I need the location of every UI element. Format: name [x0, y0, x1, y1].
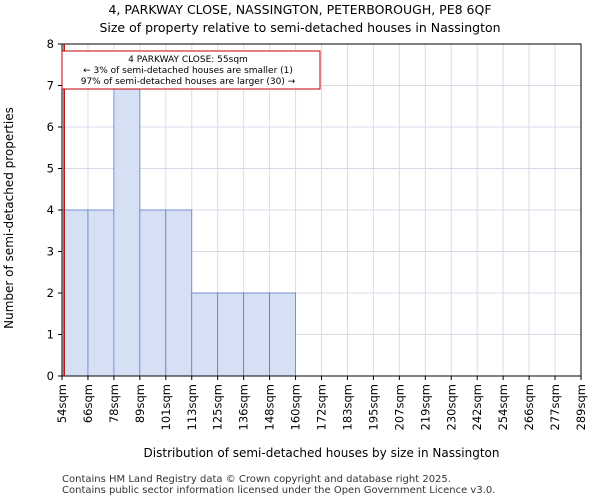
x-tick-label: 113sqm: [185, 384, 199, 430]
y-tick-label: 5: [47, 162, 54, 176]
y-tick-label: 6: [47, 120, 54, 134]
x-tick-label: 78sqm: [107, 384, 121, 423]
histogram-bar: [217, 292, 245, 377]
y-tick-label: 2: [47, 286, 54, 300]
bars: [61, 85, 296, 377]
x-tick-label: 125sqm: [211, 384, 225, 430]
histogram-bar: [113, 85, 141, 377]
x-tick-label: 136sqm: [237, 384, 251, 430]
histogram-bar: [269, 292, 296, 377]
footer-licence: Contains public sector information licen…: [62, 485, 496, 496]
x-tick-label: 89sqm: [133, 384, 147, 423]
histogram-bar: [87, 209, 115, 377]
x-tick-label: 172sqm: [315, 384, 329, 430]
x-tick-label: 195sqm: [366, 384, 380, 430]
x-tick-label: 254sqm: [496, 384, 510, 430]
y-tick-label: 3: [47, 245, 54, 259]
x-tick-label: 207sqm: [392, 384, 406, 430]
y-tick-label: 7: [47, 79, 54, 93]
y-tick-label: 4: [47, 203, 54, 217]
y-tick-label: 8: [47, 37, 54, 51]
chart-title-address: 4, PARKWAY CLOSE, NASSINGTON, PETERBOROU…: [108, 2, 492, 17]
histogram-bar: [139, 209, 167, 377]
annotation-line-1: 4 PARKWAY CLOSE: 55sqm: [128, 55, 248, 65]
y-axis-label: Number of semi-detached properties: [2, 107, 16, 329]
annotation-line-3: 97% of semi-detached houses are larger (…: [81, 77, 296, 87]
annotation-box: [61, 50, 321, 90]
x-tick-label: 160sqm: [289, 384, 303, 430]
x-tick-label: 242sqm: [470, 384, 484, 430]
x-tick-label: 230sqm: [444, 384, 458, 430]
y-ticks: 0 1 2 3 4 5 6 7 8: [47, 37, 62, 383]
x-tick-label: 66sqm: [81, 384, 95, 423]
x-tick-label: 289sqm: [574, 384, 588, 430]
footer-copyright: Contains HM Land Registry data © Crown c…: [62, 474, 451, 485]
histogram-bar: [165, 209, 193, 377]
x-tick-label: 266sqm: [522, 384, 536, 430]
y-tick-label: 1: [47, 328, 54, 342]
x-axis-label: Distribution of semi-detached houses by …: [144, 446, 500, 460]
x-ticks: 54sqm 66sqm 78sqm 89sqm 101sqm 113sqm 125sqm 13…: [55, 376, 588, 430]
x-tick-label: 219sqm: [418, 384, 432, 430]
histogram-bar: [191, 292, 219, 377]
y-tick-label: 0: [47, 369, 54, 383]
x-tick-label: 101sqm: [159, 384, 173, 430]
chart-subtitle: Size of property relative to semi-detach…: [99, 20, 501, 35]
x-tick-label: 54sqm: [55, 384, 69, 423]
histogram-bar: [243, 292, 270, 377]
x-tick-label: 148sqm: [263, 384, 277, 430]
x-tick-label: 183sqm: [340, 384, 354, 430]
x-tick-label: 277sqm: [548, 384, 562, 430]
property-annotation: 4 PARKWAY CLOSE: 55sqm ← 3% of semi-deta…: [61, 50, 321, 90]
annotation-line-2: ← 3% of semi-detached houses are smaller…: [83, 66, 293, 76]
histogram-bar: [61, 209, 89, 377]
